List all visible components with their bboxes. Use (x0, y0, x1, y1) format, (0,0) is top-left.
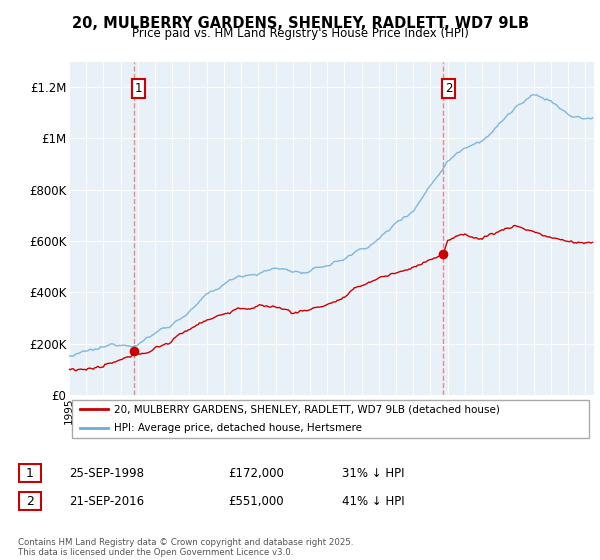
Text: 2: 2 (445, 82, 452, 95)
Text: 41% ↓ HPI: 41% ↓ HPI (342, 494, 404, 508)
Text: Price paid vs. HM Land Registry's House Price Index (HPI): Price paid vs. HM Land Registry's House … (131, 27, 469, 40)
Text: HPI: Average price, detached house, Hertsmere: HPI: Average price, detached house, Hert… (113, 423, 362, 433)
Text: Contains HM Land Registry data © Crown copyright and database right 2025.
This d: Contains HM Land Registry data © Crown c… (18, 538, 353, 557)
Text: 1: 1 (135, 82, 142, 95)
Text: £172,000: £172,000 (228, 466, 284, 480)
Text: 20, MULBERRY GARDENS, SHENLEY, RADLETT, WD7 9LB (detached house): 20, MULBERRY GARDENS, SHENLEY, RADLETT, … (113, 404, 499, 414)
Text: 1: 1 (26, 466, 34, 480)
Text: 31% ↓ HPI: 31% ↓ HPI (342, 466, 404, 480)
Text: 2: 2 (26, 494, 34, 508)
Text: 25-SEP-1998: 25-SEP-1998 (69, 466, 144, 480)
Text: 21-SEP-2016: 21-SEP-2016 (69, 494, 144, 508)
Text: 20, MULBERRY GARDENS, SHENLEY, RADLETT, WD7 9LB: 20, MULBERRY GARDENS, SHENLEY, RADLETT, … (71, 16, 529, 31)
Text: £551,000: £551,000 (228, 494, 284, 508)
